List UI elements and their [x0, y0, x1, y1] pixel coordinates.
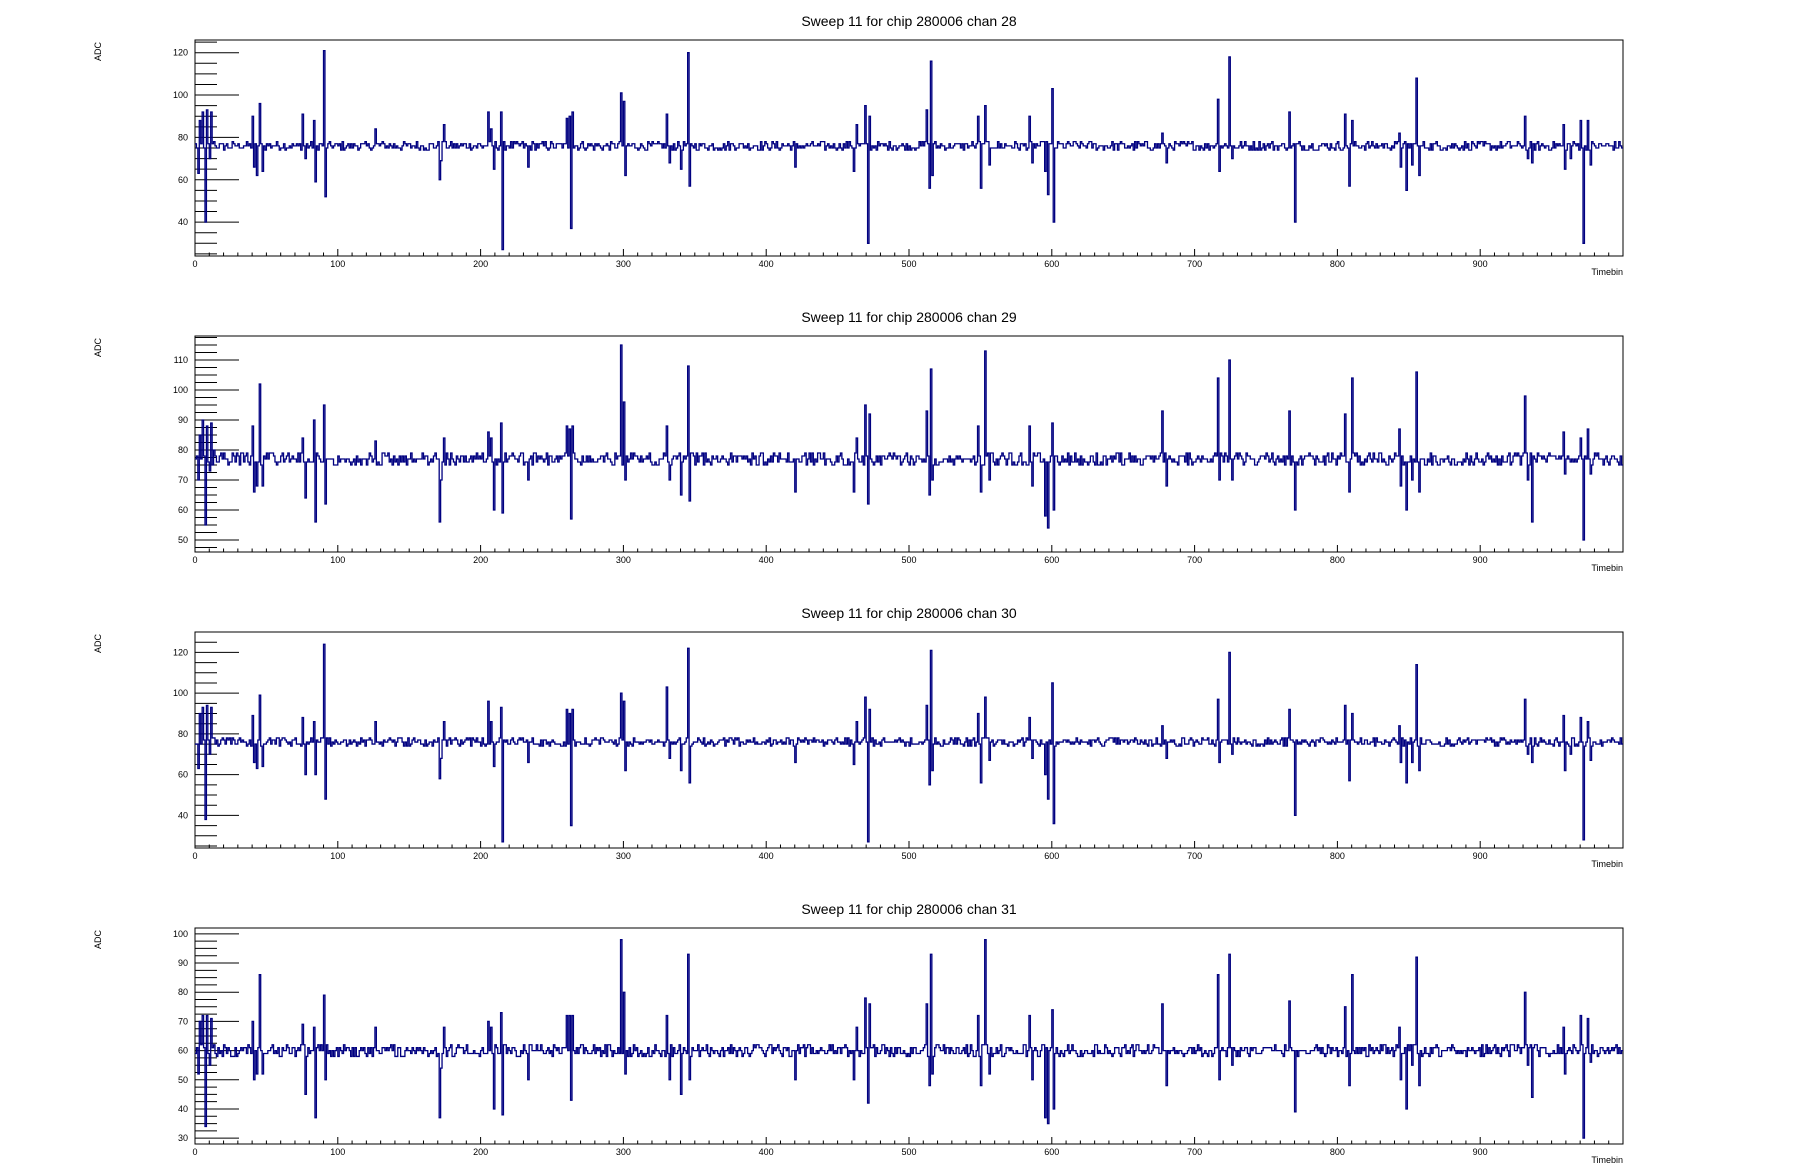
x-tick-label: 900 [1473, 851, 1488, 861]
x-tick-label: 0 [192, 851, 197, 861]
x-tick-label: 0 [192, 555, 197, 565]
y-tick-label: 60 [178, 175, 188, 185]
chart-title: Sweep 11 for chip 280006 chan 29 [801, 309, 1017, 325]
y-axis-label: ADC [93, 338, 103, 358]
x-tick-label: 200 [473, 259, 488, 269]
x-tick-label: 700 [1187, 1147, 1202, 1157]
x-tick-label: 700 [1187, 851, 1202, 861]
y-tick-label: 60 [178, 1046, 188, 1056]
y-tick-label: 60 [178, 505, 188, 515]
y-tick-label: 70 [178, 475, 188, 485]
chart-panel-2: Sweep 11 for chip 280006 chan 30 ADC Timeb… [93, 605, 1624, 869]
y-tick-label: 50 [178, 535, 188, 545]
x-tick-label: 0 [192, 1147, 197, 1157]
y-tick-label: 80 [178, 132, 188, 142]
x-tick-label: 800 [1330, 259, 1345, 269]
x-tick-label: 300 [616, 259, 631, 269]
x-tick-label: 100 [330, 555, 345, 565]
chart-title: Sweep 11 for chip 280006 chan 28 [801, 13, 1017, 29]
x-tick-label: 100 [330, 259, 345, 269]
x-tick-label: 400 [759, 259, 774, 269]
chart-title: Sweep 11 for chip 280006 chan 30 [801, 605, 1017, 621]
plot-frame [194, 927, 1624, 1145]
x-tick-label: 900 [1473, 259, 1488, 269]
x-tick-label: 500 [901, 1147, 916, 1157]
x-tick-label: 0 [192, 259, 197, 269]
x-tick-label: 600 [1044, 555, 1059, 565]
y-tick-label: 70 [178, 1016, 188, 1026]
y-tick-label: 50 [178, 1075, 188, 1085]
y-tick-label: 30 [178, 1133, 188, 1143]
x-axis-label: Timebin [1591, 1155, 1623, 1165]
x-axis-label: Timebin [1591, 267, 1623, 277]
y-tick-label: 60 [178, 770, 188, 780]
y-tick-label: 100 [173, 929, 188, 939]
y-tick-label: 120 [173, 48, 188, 58]
x-tick-label: 200 [473, 555, 488, 565]
y-tick-label: 80 [178, 987, 188, 997]
y-axis-label: ADC [93, 930, 103, 950]
x-tick-label: 100 [330, 1147, 345, 1157]
y-tick-label: 100 [173, 90, 188, 100]
x-tick-label: 800 [1330, 851, 1345, 861]
x-tick-label: 300 [616, 1147, 631, 1157]
y-tick-label: 40 [178, 217, 188, 227]
y-tick-label: 90 [178, 415, 188, 425]
y-tick-label: 40 [178, 810, 188, 820]
x-tick-label: 800 [1330, 1147, 1345, 1157]
x-tick-label: 200 [473, 1147, 488, 1157]
adc-waveform [195, 643, 1623, 843]
x-tick-label: 600 [1044, 259, 1059, 269]
chart-title: Sweep 11 for chip 280006 chan 31 [801, 901, 1017, 917]
x-tick-label: 500 [901, 259, 916, 269]
x-tick-label: 500 [901, 555, 916, 565]
x-tick-label: 700 [1187, 259, 1202, 269]
x-tick-label: 300 [616, 851, 631, 861]
x-tick-label: 900 [1473, 1147, 1488, 1157]
adc-waveform [195, 344, 1623, 541]
x-tick-label: 100 [330, 851, 345, 861]
x-tick-label: 800 [1330, 555, 1345, 565]
adc-waveform [195, 939, 1623, 1139]
y-tick-label: 80 [178, 445, 188, 455]
y-axis-label: ADC [93, 42, 103, 62]
x-axis-label: Timebin [1591, 563, 1623, 573]
x-tick-label: 700 [1187, 555, 1202, 565]
x-tick-label: 500 [901, 851, 916, 861]
x-tick-label: 600 [1044, 851, 1059, 861]
y-tick-label: 80 [178, 729, 188, 739]
x-tick-label: 200 [473, 851, 488, 861]
x-tick-label: 900 [1473, 555, 1488, 565]
x-tick-label: 400 [759, 851, 774, 861]
x-tick-label: 300 [616, 555, 631, 565]
x-tick-label: 400 [759, 555, 774, 565]
y-tick-label: 90 [178, 958, 188, 968]
x-tick-label: 600 [1044, 1147, 1059, 1157]
y-axis-label: ADC [93, 634, 103, 654]
chart-panel-3: Sweep 11 for chip 280006 chan 31 ADC Timeb… [93, 901, 1624, 1165]
chart-panel-1: Sweep 11 for chip 280006 chan 29 ADC Timeb… [93, 309, 1624, 573]
adc-waveform [195, 49, 1623, 251]
x-tick-label: 400 [759, 1147, 774, 1157]
y-tick-label: 100 [173, 385, 188, 395]
y-tick-label: 120 [173, 647, 188, 657]
chart-panel-0: Sweep 11 for chip 280006 chan 28 ADC Timeb… [93, 13, 1624, 277]
x-axis-label: Timebin [1591, 859, 1623, 869]
y-tick-label: 40 [178, 1104, 188, 1114]
plot-frame [194, 335, 1624, 553]
y-tick-label: 100 [173, 688, 188, 698]
y-tick-label: 110 [174, 355, 188, 365]
